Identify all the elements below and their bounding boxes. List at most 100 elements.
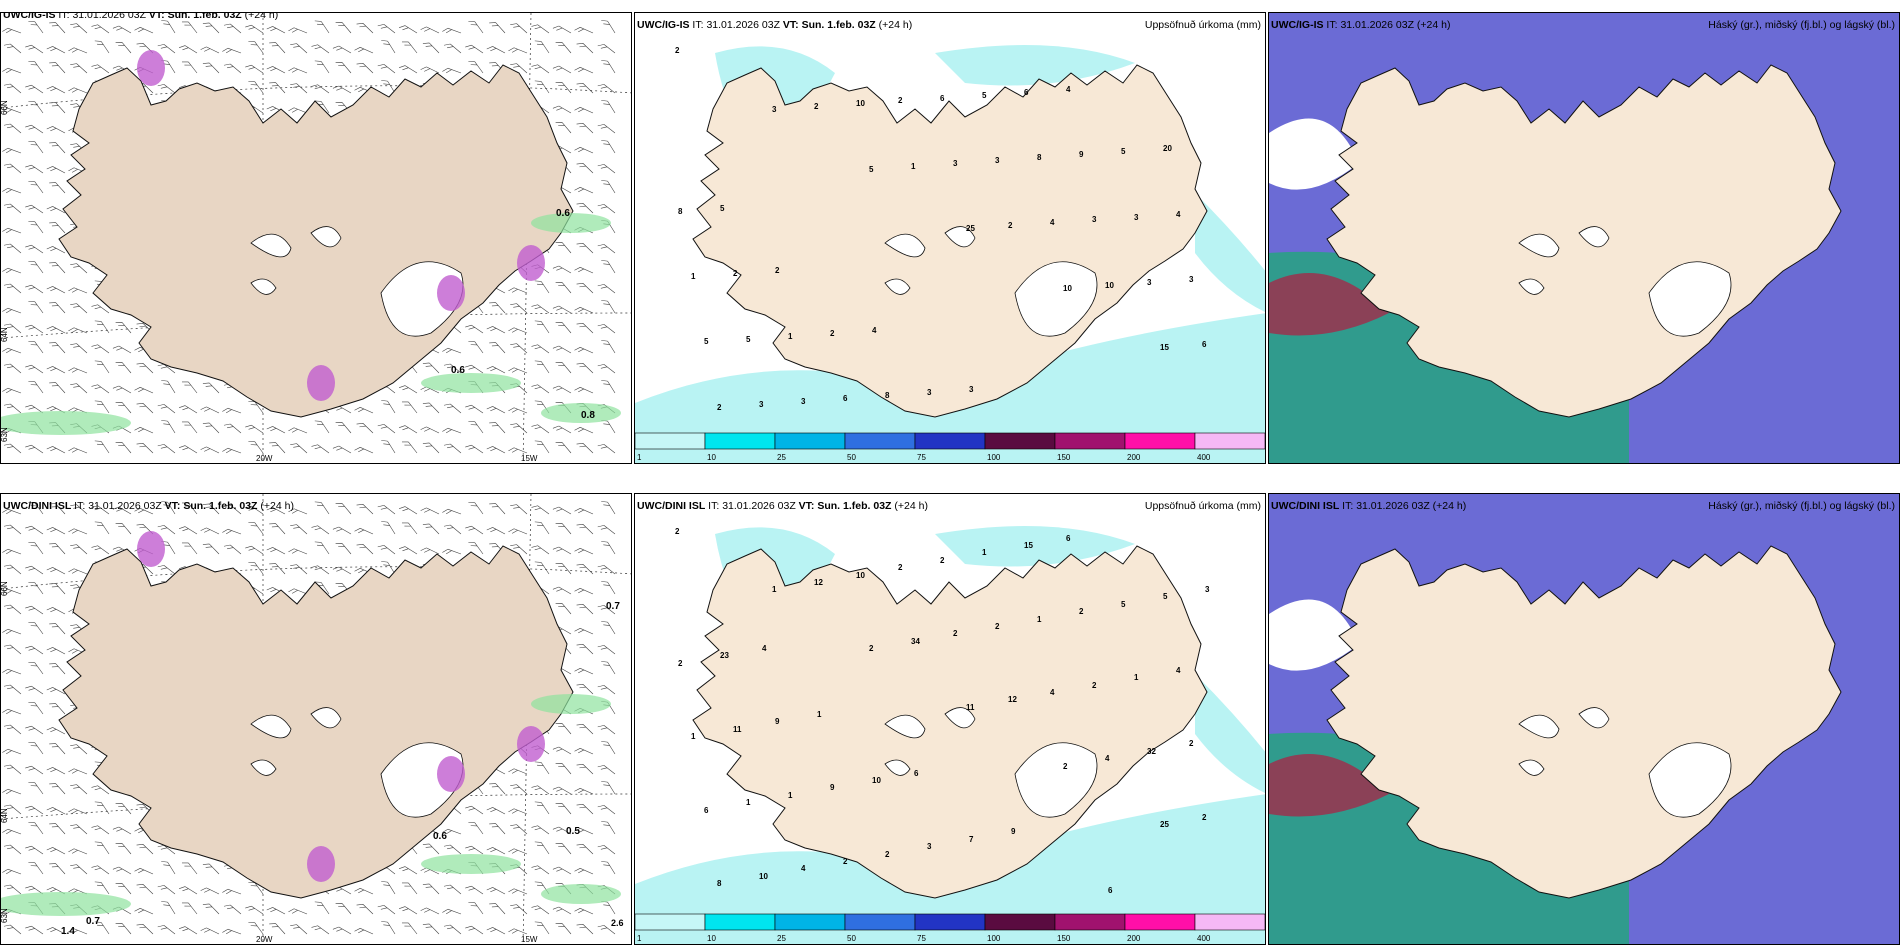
lon-label-15w: 15W <box>521 935 538 944</box>
wind-barb <box>377 545 396 555</box>
wind-barb <box>161 901 176 915</box>
wind-barb <box>269 82 286 94</box>
wind-barb <box>68 47 88 54</box>
wind-barb <box>422 843 440 855</box>
wind-barb <box>202 62 220 74</box>
wind-barb <box>49 663 66 675</box>
wind-barb <box>3 83 22 94</box>
wind-barb <box>601 541 616 555</box>
precip-value: 7 <box>969 835 974 844</box>
wind-barb <box>489 823 506 835</box>
wind-barb <box>508 447 528 454</box>
wind-barb <box>288 548 308 555</box>
wind-barb <box>508 808 528 815</box>
wind-barb <box>489 302 506 314</box>
wind-barb <box>574 187 594 194</box>
wind-barb <box>332 85 352 94</box>
precip-value: 1 <box>1037 615 1042 624</box>
wind-barb <box>508 287 528 294</box>
wind-barb <box>202 22 220 34</box>
wind-barb <box>70 383 88 394</box>
glacier-outline <box>884 714 926 739</box>
wind-barb <box>597 364 616 374</box>
panel-title-right: Uppsöfnuð úrkoma (mm) <box>1144 19 1261 31</box>
wind-barb <box>161 380 176 394</box>
wind-barb <box>25 565 44 575</box>
precip-value: 1 <box>788 791 793 800</box>
wind-barb <box>576 362 594 374</box>
wind-barb <box>290 924 308 935</box>
precip-value: 11 <box>733 725 742 734</box>
wind-barb <box>290 443 308 454</box>
wind-barb <box>94 801 110 815</box>
wind-barb <box>46 286 66 294</box>
clear-sky-area <box>1269 118 1359 190</box>
wind-barb <box>552 746 572 755</box>
wind-value: 0.8 <box>581 410 595 421</box>
wind-barb <box>288 427 308 434</box>
lat-label-63n: 63N <box>1 427 9 442</box>
colorbar-segment <box>984 913 1056 931</box>
colorbar-tick: 50 <box>847 934 856 943</box>
wind-barb <box>178 405 198 414</box>
precip-value: 32 <box>1147 747 1156 756</box>
wind-barb <box>510 303 528 314</box>
wind-barb <box>555 602 572 615</box>
wind-barb <box>555 562 572 575</box>
wind-barb <box>49 863 66 875</box>
wind-barb <box>70 784 88 795</box>
wind-barb <box>3 884 22 895</box>
wind-barb <box>332 566 352 575</box>
wind-barb <box>28 662 44 675</box>
wind-barb <box>468 542 484 555</box>
wind-barb <box>46 86 66 94</box>
wind-barb <box>555 522 572 535</box>
wind-barb <box>486 326 506 334</box>
wind-barb <box>381 881 396 895</box>
wind-barb <box>28 622 44 635</box>
wind-barb <box>2 227 22 234</box>
wind-barb <box>28 782 44 795</box>
wind-barb <box>335 21 352 34</box>
precip-value: 4 <box>801 864 806 873</box>
wind-barb <box>248 922 264 935</box>
wind-barb <box>311 565 330 575</box>
wind-barb <box>465 805 484 815</box>
precip-shading <box>531 213 611 233</box>
panel-title-right: Háský (gr.), miðský (fj.bl.) og lágský (… <box>1708 19 1895 31</box>
precip-value: 2 <box>953 629 958 638</box>
wind-barb <box>94 841 110 855</box>
precip-value: 2 <box>678 659 683 668</box>
wind-barb <box>552 385 572 394</box>
wind-barb <box>181 381 198 394</box>
wind-barb <box>68 568 88 575</box>
wind-barb <box>70 63 88 74</box>
wind-barb <box>202 503 220 515</box>
colorbar-tick: 25 <box>777 453 786 462</box>
wind-barb <box>200 927 220 935</box>
wind-barb <box>161 420 176 434</box>
glacier-outline <box>1578 707 1610 729</box>
wind-barb <box>576 923 594 935</box>
mid-cloud-area <box>1269 754 1389 817</box>
wind-barb <box>70 864 88 875</box>
wind-barb <box>49 142 66 154</box>
wind-barb <box>468 502 484 515</box>
snow-shading <box>137 531 165 567</box>
wind-barb <box>420 426 440 434</box>
wind-barb <box>68 928 88 935</box>
wind-barb <box>266 426 286 434</box>
wind-barb <box>49 623 66 635</box>
precip-value: 4 <box>1050 218 1055 227</box>
wind-barb <box>49 342 66 354</box>
precip-zone-east <box>1195 674 1265 793</box>
wind-barb <box>377 505 396 515</box>
colorbar-segment <box>1194 432 1265 450</box>
precip-value: 4 <box>1105 754 1110 763</box>
wind-barb <box>46 446 66 454</box>
wind-barb <box>468 341 484 354</box>
wind-barb <box>222 528 242 535</box>
wind-barb <box>28 862 44 875</box>
wind-barb <box>46 847 66 855</box>
wind-barb <box>574 788 594 795</box>
